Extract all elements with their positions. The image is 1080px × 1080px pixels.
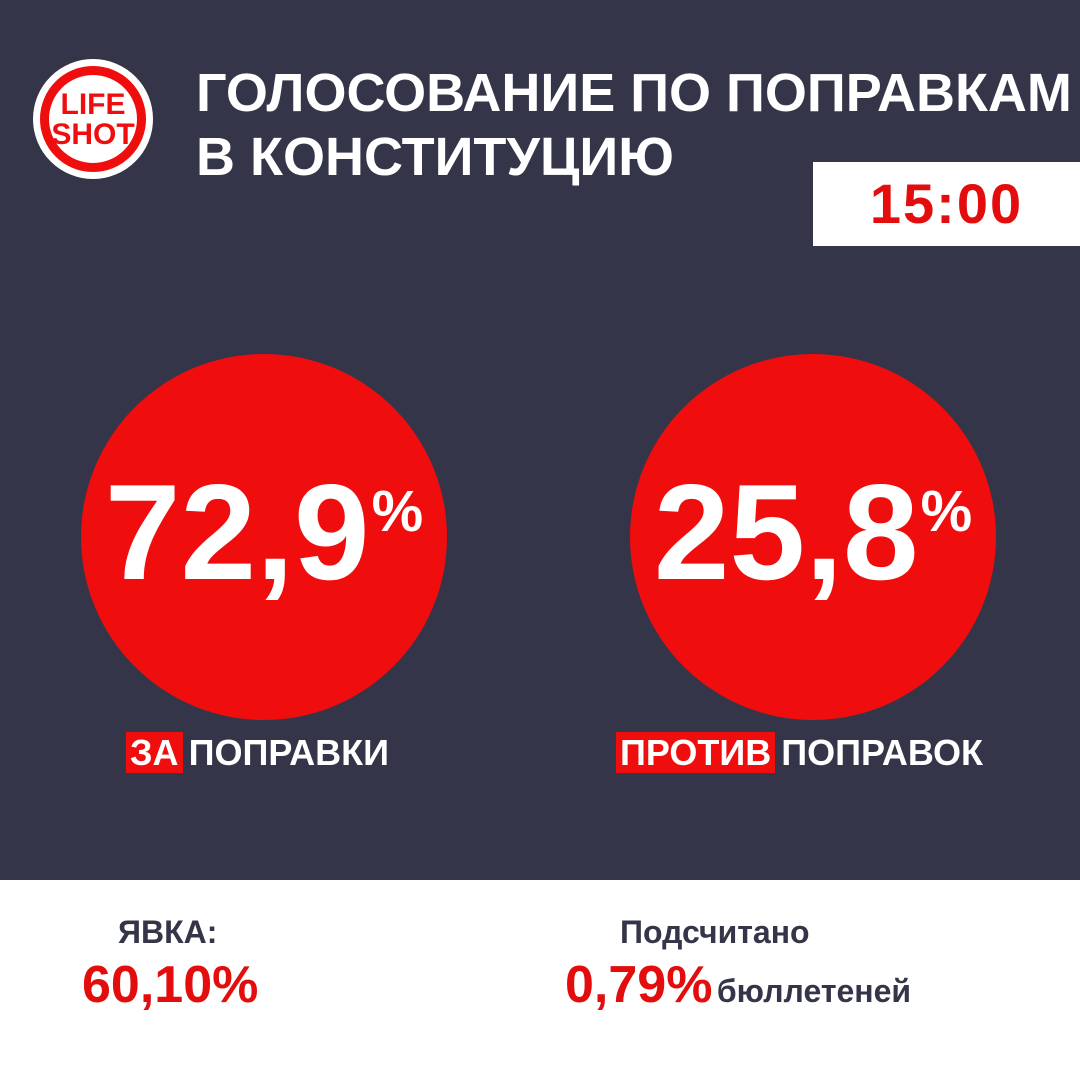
turnout-value: 60,10% [82,956,259,1014]
logo-text: LIFE [61,88,126,121]
caption: ЗА ПОПРАВКИ [126,732,389,774]
highlight: ПРОТИВ [616,732,776,773]
result-circle: 72,9% [81,354,447,720]
unit: % [371,479,424,544]
counted-label: Подсчитано [620,914,810,950]
result-value: 25,8% [630,454,996,610]
highlight: ЗА [126,732,183,773]
result-value: 72,9% [81,454,447,610]
turnout-label: ЯВКА: [118,914,218,950]
result-circle: 25,8% [630,354,996,720]
counted: 0,79% бюллетеней [565,955,911,1015]
title: ГОЛОСОВАНИЕ ПО ПОПРАВКАМ [196,63,1072,123]
logo-text: SHOT [51,118,134,151]
value: 72,9 [104,456,370,608]
unit: % [920,479,973,544]
value: 25,8 [653,456,919,608]
counted-suffix: бюллетеней [716,973,912,1009]
logo: LIFE SHOT [33,59,153,179]
label: ПОПРАВКИ [188,732,390,773]
label: ПОПРАВОК [781,732,983,773]
time: 15:00 [813,162,1080,246]
counted-value: 0,79% [565,956,713,1014]
title: В КОНСТИТУЦИЮ [196,127,674,187]
caption: ПРОТИВ ПОПРАВОК [616,732,983,774]
